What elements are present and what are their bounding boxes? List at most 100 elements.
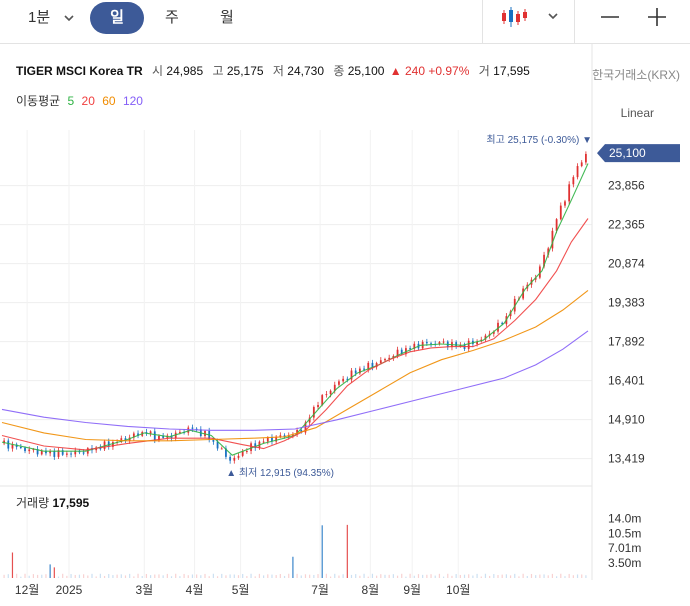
tab-month[interactable]: 월 [220,9,234,26]
volume-bar [401,573,403,578]
ma-line-ma20 [1,218,589,451]
chart-toolbar: 1분 일 주 월 [0,0,690,44]
ma-line-ma120 [1,330,589,431]
candle-body [329,390,332,395]
volume-bar [204,573,206,578]
candle-body [430,343,432,345]
minimize-icon[interactable] [600,8,620,26]
volume-bar [518,576,520,578]
volume-bar [514,573,516,578]
volume-bar [216,576,219,578]
volume-bar [45,574,47,578]
volume-bar [468,574,470,578]
volume-bar [296,573,298,578]
volume-panel-title: 거래량 17,595 [16,494,89,511]
tab-day[interactable]: 일 [90,2,144,34]
candle-body [275,436,278,442]
volume-bar [246,576,248,578]
volume-bar [346,524,348,578]
candle-body [212,439,215,442]
candle-body [266,437,269,442]
ma-legend[interactable]: 이동평균 5 20 60 120 [16,92,147,109]
candle-body [585,153,587,163]
candle-body [438,342,441,344]
candle-body [112,442,114,447]
volume-bar [70,574,72,578]
volume-bar [472,575,474,578]
scale-mode-button[interactable]: Linear [620,106,654,120]
volume-bar [392,574,394,578]
volume-bar [388,574,390,578]
volume-bar [271,574,273,578]
volume-tick-label: 10.5m [608,526,641,540]
volume-bar [250,573,252,578]
volume-bar [405,576,407,578]
volume-bar [7,574,9,578]
volume-bar [522,573,524,578]
volume-bar [292,556,294,578]
volume-bar [120,574,122,578]
volume-bar [422,574,424,578]
candle-body [191,427,194,429]
volume-bar [200,575,202,578]
volume-bar [288,573,290,578]
ma-legend-120: 120 [122,94,143,108]
volume-bar [141,576,143,578]
volume-bar [543,574,545,578]
ma-legend-60: 60 [102,94,116,108]
volume-bar [162,575,164,578]
volume-bar [208,576,210,578]
y-tick-label: 19,383 [608,296,645,310]
volume-bar [179,576,181,578]
volume-bar [108,574,110,578]
current-price-tag [597,144,680,163]
volume-bar [91,573,93,578]
candle-body [384,358,386,361]
y-tick-label: 16,401 [608,374,645,388]
plus-icon[interactable] [647,7,667,27]
volume-bar [539,574,541,578]
price-info-line: TIGER MSCI Korea TR 시 24,985 고 25,175 저 … [16,62,536,79]
candle-body [413,343,416,349]
x-tick-label: 8월 [361,583,379,597]
volume-bar [551,573,554,578]
volume-bar [112,575,114,578]
candle-body [254,443,257,449]
x-tick-label: 2025 [56,583,83,597]
volume-bar [371,573,374,578]
tab-week[interactable]: 주 [165,9,179,26]
open-label: 시 [152,64,164,78]
candle-body [396,349,399,356]
volume-bar [547,575,549,578]
volume-bar [342,574,344,578]
close-value: 25,100 [347,64,385,78]
volume-bar [300,575,302,578]
candlestick-chart-type-icon[interactable] [500,5,528,29]
candle-body [74,450,77,455]
volume-bar [526,576,528,578]
chevron-down-icon[interactable] [64,13,74,23]
candle-body [187,427,190,433]
candle-body [99,447,102,450]
volume-bar [16,573,18,578]
volume-bar [263,575,265,578]
current-price-label: 25,100 [609,146,646,160]
period-select-button[interactable]: 1분 [28,9,51,26]
volume-bar [233,574,235,578]
volume-bar [321,525,323,578]
volume-panel-value: 17,595 [52,496,90,510]
volume-bar [384,574,386,578]
volume-bar [501,574,503,578]
volume-bar [237,575,240,578]
volume-bar [20,576,22,578]
candle-body [442,341,445,343]
candle-body [363,368,365,370]
chart-type-chevron-icon[interactable] [548,11,558,21]
volume-bar [304,574,307,578]
candle-body [497,322,499,332]
volume-bar [480,576,482,578]
volume-bar [459,574,461,578]
candle-body [271,437,273,442]
volume-bar [409,573,411,578]
